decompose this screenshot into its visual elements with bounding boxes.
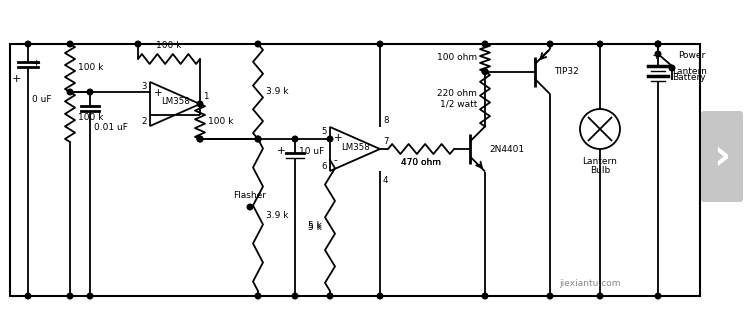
Text: Lantern: Lantern — [672, 67, 707, 75]
Text: 4: 4 — [383, 176, 389, 185]
Text: Battery: Battery — [672, 73, 706, 83]
Circle shape — [482, 69, 488, 74]
Text: +: + — [32, 59, 41, 69]
Text: +: + — [154, 88, 163, 98]
Circle shape — [255, 293, 261, 299]
Circle shape — [67, 293, 73, 299]
Circle shape — [292, 293, 298, 299]
Text: -: - — [334, 155, 338, 165]
Circle shape — [377, 293, 383, 299]
Text: Lantern: Lantern — [583, 157, 618, 166]
Text: +: + — [651, 51, 661, 61]
Text: 1: 1 — [203, 92, 208, 101]
Text: LM358: LM358 — [341, 143, 369, 151]
Text: 470 ohm: 470 ohm — [401, 158, 441, 167]
Text: 100 k: 100 k — [208, 117, 233, 126]
Text: 100 k: 100 k — [78, 63, 104, 73]
Text: +: + — [277, 146, 285, 156]
Circle shape — [25, 41, 31, 47]
Text: 0.01 uF: 0.01 uF — [94, 122, 128, 132]
Circle shape — [327, 136, 333, 142]
Circle shape — [247, 204, 253, 210]
Text: 100 k: 100 k — [157, 41, 182, 50]
Text: Bulb: Bulb — [590, 166, 610, 175]
Bar — [10, 44, 700, 296]
Text: 2: 2 — [142, 117, 147, 126]
Text: +: + — [12, 74, 22, 84]
Circle shape — [377, 41, 383, 47]
Circle shape — [255, 136, 261, 142]
Circle shape — [548, 293, 553, 299]
Circle shape — [482, 293, 488, 299]
Circle shape — [255, 41, 261, 47]
Circle shape — [669, 65, 675, 71]
Circle shape — [292, 136, 298, 142]
Text: 5: 5 — [322, 127, 327, 136]
Circle shape — [197, 136, 203, 142]
Text: Flasher: Flasher — [233, 192, 266, 201]
Circle shape — [197, 136, 203, 142]
Circle shape — [67, 89, 73, 95]
Circle shape — [598, 293, 603, 299]
Text: 3: 3 — [142, 82, 147, 91]
Circle shape — [655, 41, 661, 47]
Text: LM358: LM358 — [160, 98, 189, 106]
Text: ›: › — [713, 136, 730, 178]
Text: 2N4401: 2N4401 — [489, 144, 524, 154]
Circle shape — [255, 136, 261, 142]
Circle shape — [598, 41, 603, 47]
Circle shape — [482, 69, 488, 74]
Circle shape — [25, 293, 31, 299]
Text: 7: 7 — [383, 137, 389, 146]
Circle shape — [482, 41, 488, 47]
Text: 100 ohm: 100 ohm — [437, 53, 477, 62]
FancyBboxPatch shape — [701, 111, 743, 202]
Text: -: - — [154, 110, 157, 120]
Text: 3.9 k: 3.9 k — [266, 210, 289, 219]
Text: 0 uF: 0 uF — [32, 95, 51, 104]
Text: 6: 6 — [322, 162, 327, 171]
Circle shape — [87, 293, 93, 299]
Circle shape — [327, 293, 333, 299]
Text: 470 ohm: 470 ohm — [401, 158, 441, 167]
Circle shape — [67, 41, 73, 47]
Circle shape — [197, 101, 203, 107]
Text: Power: Power — [678, 51, 705, 61]
Text: 10 uF: 10 uF — [299, 148, 325, 156]
Text: 5 k: 5 k — [308, 221, 322, 230]
Text: TIP32: TIP32 — [554, 67, 579, 76]
Text: 220 ohm
1/2 watt: 220 ohm 1/2 watt — [437, 89, 477, 109]
Circle shape — [655, 51, 661, 57]
Circle shape — [87, 89, 93, 95]
Text: 3.9 k: 3.9 k — [266, 87, 289, 96]
Circle shape — [655, 41, 661, 47]
Text: 5 k: 5 k — [308, 224, 322, 232]
Text: 8: 8 — [383, 116, 389, 125]
Circle shape — [655, 293, 661, 299]
Circle shape — [135, 41, 141, 47]
Text: 100 k: 100 k — [78, 112, 104, 122]
Circle shape — [548, 41, 553, 47]
Text: +: + — [334, 133, 342, 143]
Text: jiexiantu.com: jiexiantu.com — [560, 279, 621, 289]
